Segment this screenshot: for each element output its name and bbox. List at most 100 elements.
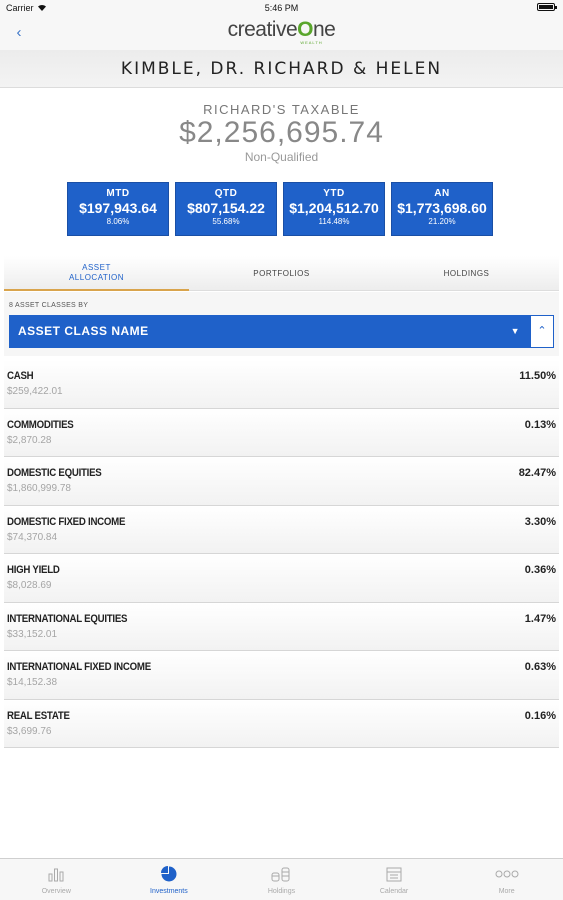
tabbar-label: Investments [150, 888, 188, 895]
asset-amount: $2,870.28 [7, 434, 52, 446]
list-item[interactable]: INTERNATIONAL FIXED INCOME $14,152.38 0.… [4, 651, 559, 700]
tab-label: HOLDINGS [443, 269, 490, 278]
list-item[interactable]: DOMESTIC FIXED INCOME $74,370.84 3.30% [4, 505, 559, 554]
perf-box-ytd[interactable]: YTD $1,204,512.70 114.48% [283, 182, 385, 236]
perf-label: MTD [106, 188, 130, 199]
perf-label: QTD [214, 188, 238, 199]
client-header: KIMBLE, DR. RICHARD & HELEN [0, 50, 563, 88]
perf-amount: $1,773,698.60 [397, 200, 487, 216]
asset-name: DOMESTIC EQUITIES [7, 467, 102, 479]
calendar-icon [386, 867, 402, 882]
asset-name: DOMESTIC FIXED INCOME [7, 515, 126, 528]
logo-main-text: creative [227, 18, 298, 41]
battery-icon [537, 3, 557, 11]
perf-box-an[interactable]: AN $1,773,698.60 21.20% [391, 182, 493, 236]
tabbar-label: Holdings [267, 888, 296, 895]
status-time: 5:46 PM [264, 3, 299, 13]
status-bar: Carrier 5:46 PM [0, 0, 563, 16]
perf-label: YTD [323, 188, 345, 199]
wifi-icon [37, 4, 46, 11]
asset-name: CASH [7, 370, 34, 382]
asset-percent: 0.36% [524, 564, 556, 576]
asset-percent: 82.47% [518, 467, 556, 479]
view-tabs: ASSET ALLOCATION PORTFOLIOS HOLDINGS [4, 256, 559, 291]
brand-logo: creativeOne WEALTH [0, 18, 563, 45]
sort-selected-value: ASSET CLASS NAME [18, 324, 149, 338]
asset-percent: 0.13% [524, 418, 556, 431]
asset-amount: $8,028.69 [7, 580, 52, 591]
asset-class-list: CASH $259,422.01 11.50% COMMODITIES $2,8… [4, 360, 559, 748]
asset-amount: $74,370.84 [7, 531, 58, 543]
tab-label: ASSET ALLOCATION [68, 262, 125, 282]
carrier-label: Carrier [6, 3, 34, 13]
asset-name: INTERNATIONAL EQUITIES [7, 612, 128, 625]
list-item[interactable]: COMMODITIES $2,870.28 0.13% [4, 408, 559, 457]
asset-percent: 3.30% [524, 515, 556, 528]
perf-percent: 114.48% [318, 217, 350, 226]
tabbar-label: More [498, 888, 515, 895]
logo-o-text: O [297, 18, 313, 41]
perf-amount: $807,154.22 [187, 200, 265, 216]
tabbar-label: Calendar [379, 888, 409, 895]
more-dots-icon [495, 870, 519, 878]
account-type: Non-Qualified [244, 150, 319, 164]
perf-percent: 21.20% [428, 217, 456, 226]
tabbar-investments[interactable]: Investments [113, 859, 226, 900]
carrier-indicator: Carrier [6, 3, 47, 13]
asset-percent: 0.16% [524, 709, 556, 722]
tabbar-calendar[interactable]: Calendar [338, 859, 451, 900]
asset-amount: $259,422.01 [7, 386, 63, 397]
coins-icon [271, 867, 290, 882]
asset-amount: $33,152.01 [7, 628, 58, 640]
sort-caption: 8 ASSET CLASSES BY [9, 302, 89, 309]
account-summary: RICHARD'S TAXABLE $2,256,695.74 Non-Qual… [4, 88, 559, 260]
perf-percent: 55.68% [212, 217, 240, 226]
list-empty-space [4, 750, 559, 858]
back-button[interactable]: ‹ [10, 24, 28, 42]
sort-dropdown[interactable]: ASSET CLASS NAME ▼ [9, 315, 530, 348]
performance-row: MTD $197,943.64 8.06% QTD $807,154.22 55… [67, 182, 493, 236]
tab-portfolios[interactable]: PORTFOLIOS [189, 256, 374, 291]
logo-end-text: ne [313, 18, 336, 41]
list-item[interactable]: INTERNATIONAL EQUITIES $33,152.01 1.47% [4, 602, 559, 651]
tabbar-label: Overview [41, 888, 71, 895]
asset-name: REAL ESTATE [7, 709, 70, 722]
tabbar-more[interactable]: More [450, 859, 563, 900]
asset-percent: 11.50% [519, 370, 556, 382]
perf-box-mtd[interactable]: MTD $197,943.64 8.06% [67, 182, 169, 236]
asset-name: COMMODITIES [7, 418, 74, 431]
client-name: KIMBLE, DR. RICHARD & HELEN [120, 59, 443, 79]
tab-label: PORTFOLIOS [253, 269, 310, 278]
asset-name: HIGH YIELD [7, 564, 60, 576]
bottom-tab-bar: Overview Investments Holdings Calendar M… [0, 858, 563, 900]
logo-subtitle: WEALTH [300, 40, 323, 45]
bar-chart-icon [48, 868, 64, 882]
list-item[interactable]: CASH $259,422.01 11.50% [4, 360, 559, 409]
perf-label: AN [434, 188, 450, 199]
account-value: $2,256,695.74 [179, 116, 384, 149]
perf-amount: $197,943.64 [79, 200, 157, 216]
asset-name: INTERNATIONAL FIXED INCOME [7, 661, 151, 673]
chevron-up-icon: ⌃ [537, 325, 547, 337]
list-item[interactable]: DOMESTIC EQUITIES $1,860,999.78 82.47% [4, 457, 559, 506]
perf-percent: 8.06% [106, 217, 130, 226]
tabbar-holdings[interactable]: Holdings [225, 859, 338, 900]
tab-holdings[interactable]: HOLDINGS [374, 256, 559, 291]
list-item[interactable]: REAL ESTATE $3,699.76 0.16% [4, 699, 559, 748]
asset-amount: $1,860,999.78 [7, 483, 71, 494]
tabbar-overview[interactable]: Overview [0, 859, 113, 900]
caret-down-icon: ▼ [510, 326, 520, 336]
pie-chart-icon [160, 866, 177, 882]
perf-box-qtd[interactable]: QTD $807,154.22 55.68% [175, 182, 277, 236]
asset-percent: 1.47% [524, 612, 556, 625]
battery-indicator [537, 3, 557, 11]
account-title: RICHARD'S TAXABLE [203, 102, 360, 117]
asset-percent: 0.63% [524, 661, 556, 673]
chevron-left-icon: ‹ [16, 24, 22, 41]
list-item[interactable]: HIGH YIELD $8,028.69 0.36% [4, 554, 559, 603]
asset-amount: $14,152.38 [7, 677, 58, 688]
sort-direction-button[interactable]: ⌃ [530, 315, 554, 348]
navigation-bar: ‹ creativeOne WEALTH [0, 16, 563, 50]
tab-asset-allocation[interactable]: ASSET ALLOCATION [4, 256, 189, 291]
sort-area: 8 ASSET CLASSES BY ASSET CLASS NAME ▼ ⌃ [4, 292, 559, 356]
